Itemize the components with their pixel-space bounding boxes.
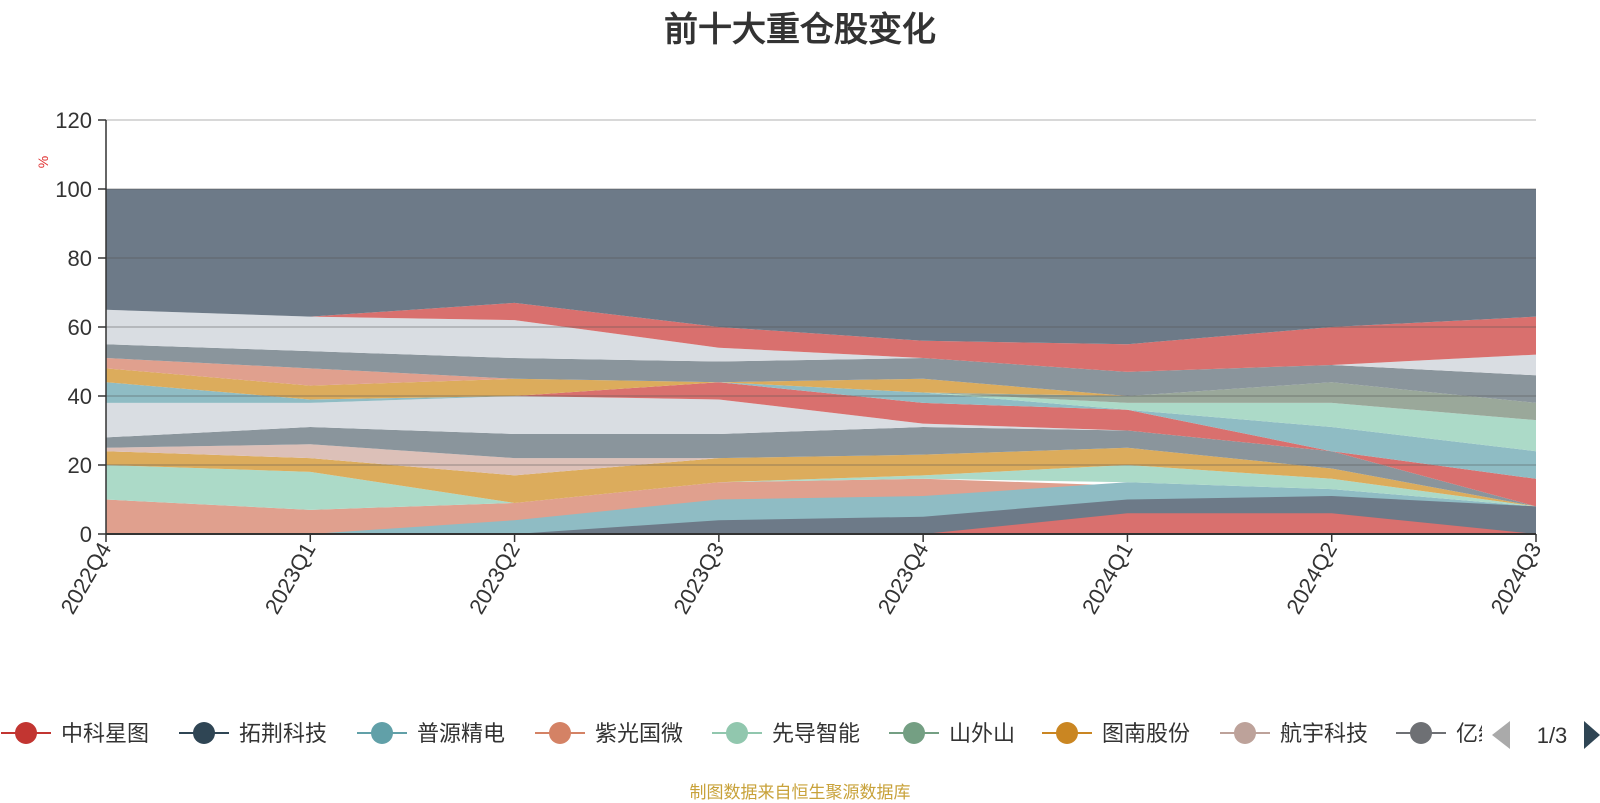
x-tick-label: 2024Q3 bbox=[1486, 538, 1547, 618]
area-band-8 bbox=[106, 396, 1536, 507]
legend-item[interactable]: 图南股份 bbox=[1042, 722, 1190, 747]
y-tick-label: 0 bbox=[80, 522, 92, 547]
legend-item[interactable]: 紫光国微 bbox=[535, 722, 683, 747]
y-tick-label: 60 bbox=[68, 315, 92, 340]
legend-marker bbox=[726, 722, 748, 744]
legend-item[interactable]: 中科星图 bbox=[1, 722, 149, 747]
x-tick-label: 2023Q4 bbox=[873, 538, 934, 618]
legend-label: 拓荆科技 bbox=[239, 722, 327, 747]
legend-marker bbox=[1056, 722, 1078, 744]
legend-label: 航宇科技 bbox=[1280, 722, 1368, 747]
area-bands bbox=[106, 189, 1536, 534]
x-tick-label: 2023Q3 bbox=[668, 538, 729, 618]
x-tick-label: 2024Q1 bbox=[1077, 538, 1138, 618]
y-axis-unit-label: % bbox=[35, 156, 51, 168]
area-band-11 bbox=[106, 382, 1536, 452]
x-tick-label: 2022Q4 bbox=[56, 538, 117, 618]
legend-item[interactable]: 拓荆科技 bbox=[179, 722, 327, 747]
area-band-18 bbox=[106, 189, 1536, 345]
y-tick-label: 40 bbox=[68, 384, 92, 409]
legend-item[interactable]: 航宇科技 bbox=[1220, 722, 1368, 747]
legend-item[interactable]: 山外山 bbox=[889, 722, 1015, 747]
legend-item[interactable]: 普源精电 bbox=[357, 722, 505, 747]
legend-label: 紫光国微 bbox=[595, 722, 683, 747]
area-band-12 bbox=[106, 382, 1536, 421]
legend-marker bbox=[371, 722, 393, 744]
legend-marker bbox=[903, 722, 925, 744]
legend: 中科星图 拓荆科技 普源精电 紫光国微 先导智能 山外山 图南股份 航宇科技 亿纬 1/3 bbox=[1, 708, 1600, 758]
legend-marker bbox=[1234, 722, 1256, 744]
legend-label: 普源精电 bbox=[417, 722, 505, 747]
area-band-7 bbox=[106, 427, 1536, 507]
legend-marker bbox=[193, 722, 215, 744]
area-band-15 bbox=[106, 344, 1536, 403]
y-tick-label: 20 bbox=[68, 453, 92, 478]
legend-prev-page-icon[interactable] bbox=[1492, 721, 1510, 749]
legend-label: 先导智能 bbox=[772, 722, 860, 747]
area-band-4 bbox=[106, 465, 1536, 510]
area-band-14 bbox=[106, 358, 1536, 403]
legend-marker bbox=[1410, 722, 1432, 744]
y-tick-label: 100 bbox=[55, 177, 92, 202]
data-source-note: 制图数据来自恒生聚源数据库 bbox=[689, 783, 911, 803]
y-tick-label: 80 bbox=[68, 246, 92, 271]
legend-marker bbox=[549, 722, 571, 744]
x-tick-label: 2023Q2 bbox=[464, 538, 525, 618]
area-band-3 bbox=[106, 513, 1536, 534]
legend-marker bbox=[15, 722, 37, 744]
area-band-13 bbox=[106, 368, 1536, 403]
area-band-16 bbox=[106, 309, 1536, 376]
y-tick-label: 120 bbox=[55, 108, 92, 133]
x-tick-label: 2023Q1 bbox=[260, 538, 321, 618]
legend-page-indicator: 1/3 bbox=[1537, 723, 1568, 748]
legend-next-page-icon[interactable] bbox=[1584, 721, 1600, 749]
legend-label: 山外山 bbox=[949, 722, 1015, 747]
area-band-6 bbox=[106, 444, 1536, 507]
legend-label: 图南股份 bbox=[1102, 722, 1190, 747]
area-band-9 bbox=[106, 382, 1536, 507]
chart-title: 前十大重仓股变化 bbox=[664, 10, 936, 50]
legend-label: 中科星图 bbox=[61, 722, 149, 747]
legend-item[interactable]: 先导智能 bbox=[712, 722, 860, 747]
area-band-17 bbox=[106, 302, 1536, 372]
area-band-5 bbox=[106, 447, 1536, 507]
area-band-10 bbox=[106, 382, 1536, 479]
x-tick-label: 2024Q2 bbox=[1281, 538, 1342, 618]
